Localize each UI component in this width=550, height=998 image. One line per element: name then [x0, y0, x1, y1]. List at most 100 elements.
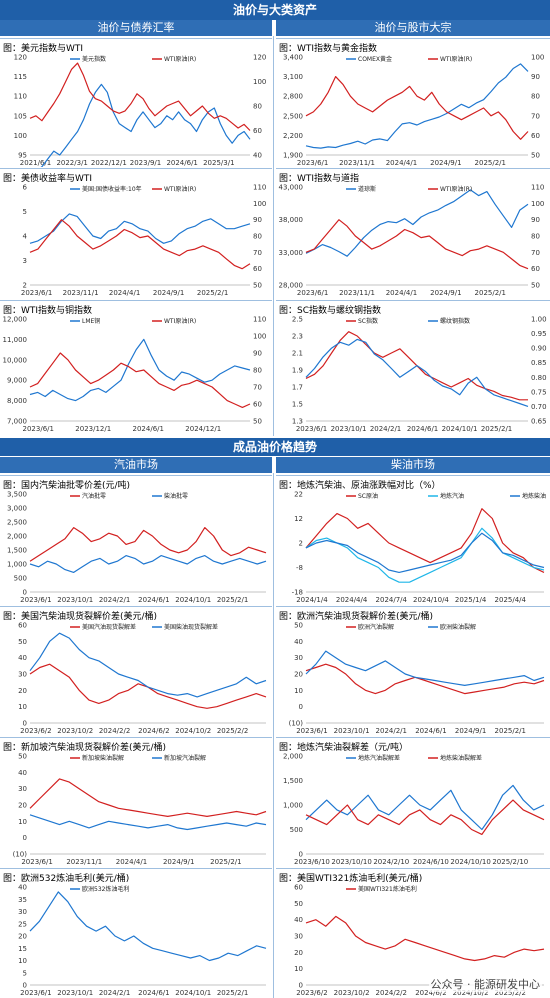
x-tick-label: 2024/2/1 — [370, 425, 401, 433]
chart-title: 图：WTI指数与铜指数 — [3, 306, 93, 316]
y-tick-label: 50 — [18, 638, 27, 646]
legend-label: 欧洲柴油裂解 — [440, 623, 476, 631]
chart-svg: 6 5 4 3 2 110 100 90 80 70 60 50 2023/6/1 2023/11/1 20… — [21, 184, 267, 298]
y-tick-label: 50 — [294, 622, 303, 630]
chart-panel-dow-wti: 图：WTI指数与道指 43,000 38,000 33,000 28,000 110 100… — [276, 168, 550, 297]
y2-tick-label: 110 — [531, 184, 544, 192]
x-tick-label: 2023/11/1 — [339, 159, 375, 167]
x-tick-label: 2024/10/1 — [442, 425, 478, 433]
chart-svg: 50 40 30 20 10 0 (10)2023/6/1 2023/10/1 2024/2/1… — [289, 622, 545, 735]
x-tick-label: 2024/7/4 — [376, 596, 408, 604]
subheader-stock-commodity: 油价与股市大宗 — [276, 20, 550, 36]
series-line-1 — [29, 219, 251, 270]
legend-label: 美国:国债收益率:10年 — [82, 185, 142, 193]
chart-panel-teapot-change: 图：地炼汽柴油、原油涨跌幅对比（%） 22 12 2 -8 -18 2024/1/4 2024… — [276, 475, 550, 604]
chart-title: 图：美元指数与WTI — [3, 44, 84, 54]
x-tick-label: 2023/6/2 — [20, 727, 51, 735]
x-tick-label: 2023/10/1 — [57, 596, 93, 604]
y-tick-label: 1.5 — [292, 401, 303, 409]
y2-tick-label: 100 — [531, 200, 544, 208]
y-tick-label: 10 — [18, 818, 27, 826]
chart-title: 图：WTI指数与道指 — [279, 174, 360, 184]
y2-tick-label: 0.95 — [531, 330, 547, 338]
y-tick-label: 1.9 — [292, 367, 303, 375]
series-line-1 — [29, 632, 267, 698]
x-tick-label: 2025/2/1 — [475, 289, 506, 297]
y2-tick-label: 90 — [531, 216, 540, 224]
series-line-0 — [305, 784, 545, 831]
series-line-0 — [29, 527, 267, 562]
y2-tick-label: 100 — [253, 333, 266, 341]
x-tick-label: 2025/1/4 — [455, 596, 487, 604]
series-line-0 — [305, 63, 529, 149]
x-tick-label: 2022/3/1 — [56, 159, 87, 167]
x-tick-label: 2024/6/1 — [133, 425, 164, 433]
y-tick-label: 22 — [294, 491, 303, 499]
y-tick-label: 10,000 — [3, 356, 28, 364]
y-tick-label: 3,000 — [7, 505, 27, 513]
chart-panel-sc-rebar: 图：SC指数与螺纹钢指数 2.5 2.3 2.1 1.9 1.7 1.5 1.3 1.00 0.9… — [276, 300, 550, 433]
chart-title: 图：欧洲汽柴油现货裂解价差(美元/桶) — [279, 612, 434, 622]
series-line-1 — [305, 219, 529, 270]
x-tick-label: 2024/12/1 — [185, 425, 221, 433]
y-tick-label: 10 — [294, 687, 303, 695]
x-tick-label: 2023/11/1 — [339, 289, 375, 297]
y-tick-label: 1,500 — [283, 777, 303, 785]
series-line-1 — [29, 814, 267, 831]
y-tick-label: 40 — [18, 769, 27, 777]
series-line-0 — [305, 663, 545, 695]
chart-panel-us-crack: 图：美国汽柴油现货裂解价差(美元/桶) 60 50 40 30 20 10 0 2023/6/2… — [0, 606, 272, 735]
y-tick-label: 0 — [299, 703, 303, 711]
y-tick-label: 1.3 — [292, 418, 303, 426]
x-tick-label: 2023/10/1 — [334, 727, 370, 735]
chart-title: 图：新加坡汽柴油现货裂解价差(美元/桶) — [3, 743, 167, 753]
chart-title: 图：地炼汽柴油裂解差（元/吨） — [279, 743, 409, 753]
x-tick-label: 2024/10/2 — [175, 727, 211, 735]
y-tick-label: 500 — [290, 826, 303, 834]
y2-tick-label: 100 — [253, 200, 266, 208]
x-tick-label: 2023/10/10 — [331, 858, 371, 866]
legend-label: 美国柴油现货裂解差 — [164, 623, 218, 631]
y-tick-label: 35 — [18, 896, 27, 904]
y-tick-label: 3,500 — [7, 491, 27, 499]
x-tick-label: 2024/4/1 — [109, 289, 140, 297]
x-tick-label: 2024/6/2 — [415, 989, 446, 997]
series-line-1 — [29, 555, 267, 573]
y-tick-label: 20 — [294, 671, 303, 679]
y-tick-label: 2,200 — [283, 132, 303, 140]
chart-panel-copper-wti: 图：WTI指数与铜指数 12,000 11,000 10,000 9,000 8,000 7… — [0, 300, 272, 433]
x-tick-label: 2023/10/2 — [57, 727, 93, 735]
chart-panel-eu-margin: 图：欧洲532炼油毛利(美元/桶) 40 35 30 25 20 15 10 5 0 2023/6/… — [0, 868, 272, 997]
series-line-0 — [305, 189, 529, 257]
chart-svg: 12,000 11,000 10,000 9,000 8,000 7,000 110 100 9… — [3, 316, 267, 434]
y-tick-label: 43,000 — [279, 184, 304, 192]
chart-svg: 3,500 3,000 2,500 2,000 1,500 1,000 500 02023/6… — [7, 491, 267, 604]
y2-tick-label: 80 — [253, 367, 262, 375]
y-tick-label: 20 — [18, 802, 27, 810]
y-tick-label: 10 — [18, 957, 27, 965]
y-tick-label: 120 — [14, 54, 27, 62]
chart-panel-sg-crack: 图：新加坡汽柴油现货裂解价差(美元/桶) 50 40 30 20 10 0 (10) 2023/… — [0, 737, 272, 866]
y2-tick-label: 70 — [531, 249, 540, 257]
x-tick-label: 2024/9/1 — [430, 289, 461, 297]
series-line-2 — [305, 532, 545, 573]
chart-svg: 50 40 30 20 10 0 (10)2023/6/1 2023/11/1 2024/4/1… — [13, 753, 267, 866]
y2-tick-label: 60 — [531, 132, 540, 140]
series-line-1 — [305, 527, 545, 583]
legend-label: SC原油 — [358, 492, 378, 500]
x-tick-label: 2025/2/1 — [217, 596, 248, 604]
legend-label: 美国WTI321炼油毛利 — [358, 885, 417, 893]
x-tick-label: 2024/6/1 — [166, 159, 197, 167]
chart-panel-teapot-crack: 图：地炼汽柴油裂解差（元/吨） 2,000 1,500 1,000 500 0 2023/6… — [276, 737, 550, 866]
subheader-gasoline: 汽油市场 — [0, 457, 272, 473]
legend-label: 地炼柴油 — [522, 492, 546, 500]
y-tick-label: 33,000 — [279, 249, 304, 257]
x-tick-label: 2024/2/2 — [99, 727, 130, 735]
x-tick-label: 2023/6/2 — [296, 989, 327, 997]
legend-label: 螺纹钢指数 — [440, 317, 470, 325]
chart-title: 图：美国汽柴油现货裂解价差(美元/桶) — [3, 612, 158, 622]
x-tick-label: 2024/4/1 — [116, 858, 147, 866]
legend-label: 柴油批零 — [164, 492, 188, 500]
y-tick-label: 11,000 — [3, 336, 28, 344]
chart-svg: 2.5 2.3 2.1 1.9 1.7 1.5 1.3 1.00 0.95 0.90 0.85 0.8… — [292, 316, 547, 434]
